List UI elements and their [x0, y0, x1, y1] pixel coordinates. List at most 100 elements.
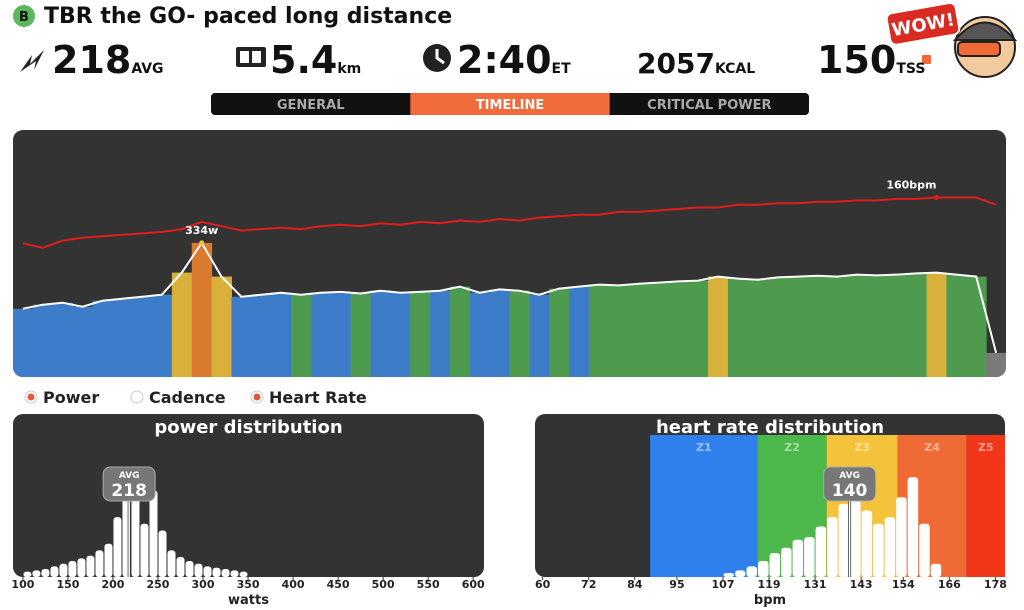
- x-tick-label: 131: [804, 578, 827, 591]
- stat-unit: KCAL: [715, 61, 755, 77]
- power-zone-bar: [52, 302, 74, 377]
- x-tick-label: 350: [237, 578, 260, 591]
- histogram-bar: [239, 571, 248, 577]
- histogram-bar: [32, 570, 41, 577]
- power-zone-bar: [489, 289, 510, 377]
- power-zone-bar: [807, 275, 828, 377]
- histogram-bar: [792, 539, 804, 577]
- histogram-bar: [131, 477, 140, 577]
- histogram-bar: [95, 550, 104, 577]
- x-tick-label: 107: [712, 578, 735, 591]
- avg-value: 140: [832, 481, 868, 501]
- power-zone-bar: [966, 276, 987, 377]
- legend-label[interactable]: Power: [43, 388, 99, 407]
- power-zone-bar: [410, 291, 431, 377]
- x-tick-label: 600: [462, 578, 485, 591]
- stat-value: 218: [52, 38, 131, 82]
- histogram-bar: [23, 571, 32, 577]
- histogram-bar: [104, 543, 113, 577]
- distance-icon: [236, 47, 266, 67]
- x-axis-label: watts: [228, 593, 269, 608]
- power-zone-bar: [549, 288, 570, 377]
- legend-toggle[interactable]: [130, 390, 144, 404]
- power-icon: [20, 50, 44, 72]
- x-tick-label: 200: [101, 578, 124, 591]
- hr-zone: [757, 435, 827, 577]
- histogram-bar: [158, 530, 167, 577]
- x-tick-label: 400: [282, 578, 305, 591]
- stat-unit: km: [337, 61, 361, 77]
- legend-dot[interactable]: [27, 393, 35, 401]
- stat-value: 150: [817, 38, 896, 82]
- power-zone-bar: [569, 286, 590, 377]
- power-zone-bar: [727, 278, 749, 377]
- x-tick-label: 154: [892, 578, 915, 591]
- power-zone-bar: [509, 290, 530, 377]
- power-zone-bar: [370, 290, 391, 377]
- x-tick-label: 119: [758, 578, 781, 591]
- power-zone-bar: [211, 276, 232, 377]
- avg-label: AVG: [119, 471, 140, 481]
- power-distribution-panel: [13, 414, 484, 577]
- histogram-bar: [919, 523, 930, 577]
- histogram-bar: [194, 563, 203, 577]
- power-zone-bar: [271, 292, 292, 377]
- power-line: [22, 241, 998, 354]
- power-zone-bar: [112, 298, 133, 377]
- legend-label[interactable]: Heart Rate: [269, 388, 367, 407]
- peak-label: 160bpm: [886, 178, 936, 191]
- power-zone-bar: [92, 300, 113, 377]
- power-zone-bar: [132, 296, 153, 377]
- zone-label: Z3: [854, 441, 870, 454]
- histogram-bar: [769, 553, 781, 577]
- heart-rate-line: [22, 196, 997, 249]
- power-zone-bar: [390, 292, 411, 377]
- histogram-bar: [746, 566, 758, 577]
- tab[interactable]: GENERAL: [277, 98, 345, 113]
- histogram-title: power distribution: [154, 417, 342, 438]
- histogram-bar: [735, 570, 746, 577]
- histogram-bar: [77, 558, 86, 577]
- x-tick-label: 250: [147, 578, 170, 591]
- zone-label: Z4: [924, 441, 940, 454]
- histogram-bar: [212, 567, 221, 577]
- tss-help[interactable]: [922, 55, 931, 64]
- x-tick-label: 300: [192, 578, 215, 591]
- legend-dot[interactable]: [253, 393, 261, 401]
- stat: 2057KCAL: [637, 47, 755, 80]
- peak-dot: [933, 194, 939, 200]
- histogram-bar: [68, 561, 77, 577]
- histogram-bar: [884, 517, 896, 577]
- zone-label: Z1: [696, 441, 712, 454]
- x-axis-label: bpm: [754, 593, 786, 608]
- power-zone-bar: [430, 290, 451, 377]
- wow-logo: WOW!: [885, 1, 1018, 78]
- x-tick-label: 500: [372, 578, 395, 591]
- x-tick-label: 450: [327, 578, 350, 591]
- tab[interactable]: CRITICAL POWER: [647, 98, 771, 113]
- histogram-bar: [838, 503, 850, 577]
- power-zone-bar: [628, 283, 650, 377]
- stat-value: 5.4: [270, 38, 337, 82]
- x-tick-label: 550: [417, 578, 440, 591]
- power-zone-bar: [787, 276, 808, 377]
- x-tick-label: 84: [627, 578, 643, 591]
- stat-unit: TSS: [896, 61, 925, 77]
- tab[interactable]: TIMELINE: [476, 98, 544, 113]
- power-zone-bar: [906, 273, 928, 377]
- power-zone-bar: [747, 279, 769, 377]
- power-zone-bar: [688, 280, 709, 377]
- tab-active[interactable]: [410, 93, 610, 115]
- power-zone-bar: [529, 294, 550, 377]
- histogram-bar: [149, 490, 158, 577]
- legend-label[interactable]: Cadence: [149, 388, 226, 407]
- histogram-bar: [167, 550, 176, 577]
- power-zone-bar: [13, 308, 34, 377]
- stat-value: 2:40: [457, 38, 552, 82]
- power-zone-bar: [608, 285, 630, 377]
- histogram-bar: [804, 537, 815, 577]
- avg-box: [823, 466, 877, 502]
- histogram-bar: [930, 563, 942, 577]
- badge-letter: B: [19, 10, 29, 25]
- power-zone-bar: [946, 274, 967, 377]
